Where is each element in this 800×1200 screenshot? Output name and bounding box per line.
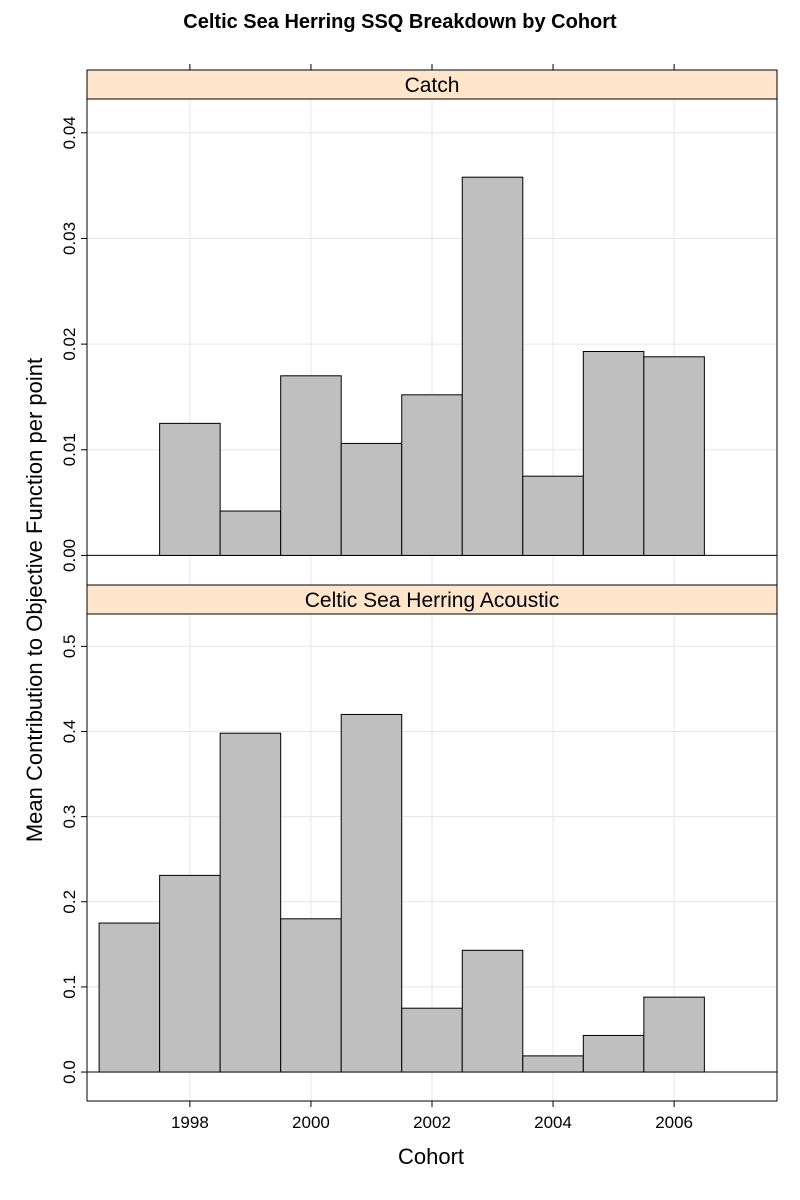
bar <box>219 510 282 556</box>
bar <box>159 422 221 556</box>
bar <box>340 713 403 1073</box>
panels: Catch 0.00 0.01 0.02 0.03 0.04 Celtic Sea Herr… <box>60 64 778 1132</box>
panel-catch: Catch 0.00 0.01 0.02 0.03 0.04 <box>60 64 778 586</box>
y-tick-label: 0.00 <box>60 539 79 572</box>
y-tick-label: 0.02 <box>60 328 79 361</box>
bar <box>280 918 342 1073</box>
panel-strip-label: Celtic Sea Herring Acoustic <box>305 589 559 612</box>
x-tick-label: 2006 <box>655 1113 693 1132</box>
bar <box>98 922 161 1073</box>
y-tick-label: 0.01 <box>60 433 79 466</box>
chart-title: Celtic Sea Herring SSQ Breakdown by Coho… <box>183 11 617 33</box>
y-tick-label: 0.2 <box>60 890 79 914</box>
y-tick-label: 0.5 <box>60 635 79 659</box>
panel-strip <box>86 69 778 100</box>
y-tick-label: 0.4 <box>60 720 79 744</box>
x-axis-label: Cohort <box>398 1144 464 1169</box>
bar <box>401 394 463 556</box>
x-tick-label: 2002 <box>413 1113 451 1132</box>
bar <box>643 996 705 1073</box>
y-tick-label: 0.3 <box>60 805 79 829</box>
bar <box>401 1007 463 1073</box>
bar <box>461 176 524 556</box>
panel-acoustic: Celtic Sea Herring Acoustic 0.0 0.1 0.2 0.3 0… <box>60 584 778 1132</box>
y-tick-label: 0.03 <box>60 222 79 255</box>
x-tick-label: 1998 <box>171 1113 209 1132</box>
bar <box>522 475 584 556</box>
y-tick-label: 0.0 <box>60 1060 79 1084</box>
bar <box>582 1034 645 1073</box>
bar <box>643 356 705 556</box>
bar <box>159 874 221 1073</box>
bar <box>522 1055 584 1073</box>
panel-strip <box>86 584 778 615</box>
y-tick-label: 0.1 <box>60 975 79 999</box>
bar <box>461 949 524 1073</box>
y-tick-label: 0.04 <box>60 116 79 149</box>
bar <box>219 732 282 1073</box>
bar <box>280 375 342 556</box>
panel-strip-label: Catch <box>405 74 460 97</box>
bar <box>582 351 645 556</box>
x-tick-label: 2000 <box>292 1113 330 1132</box>
bar <box>340 442 403 556</box>
x-tick-label: 2004 <box>534 1113 572 1132</box>
y-axis-label: Mean Contribution to Objective Function … <box>22 358 47 842</box>
